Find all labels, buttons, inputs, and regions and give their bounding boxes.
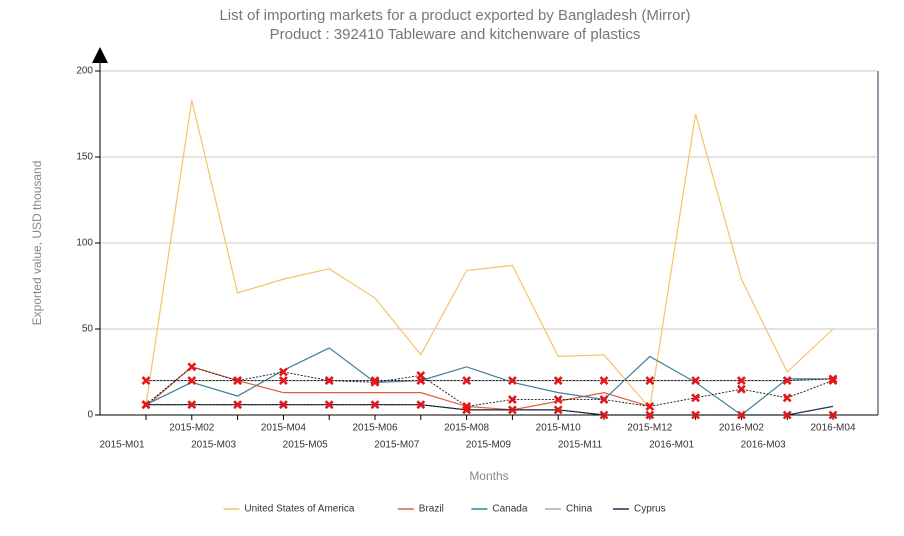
x-marker (782, 393, 792, 403)
x-marker (736, 376, 746, 386)
x-marker (507, 376, 517, 386)
x-marker (828, 410, 838, 420)
dashed-line (146, 378, 834, 382)
dashed-line (146, 404, 833, 416)
x-tick-label: 2016-M03 (741, 440, 786, 451)
x-tick-label: 2015-M04 (261, 423, 306, 434)
x-marker (599, 410, 609, 420)
legend-label: Cyprus (634, 504, 666, 515)
legend-label: China (566, 504, 593, 515)
x-marker (187, 376, 197, 386)
dashed-line (145, 366, 834, 407)
x-marker (645, 401, 655, 411)
x-marker (553, 405, 563, 415)
x-marker (141, 376, 151, 386)
x-marker (141, 400, 151, 410)
y-tick-label: 200 (76, 66, 93, 77)
legend-label: Brazil (419, 504, 444, 515)
x-tick-label: 2015-M06 (352, 423, 397, 434)
x-marker (782, 410, 792, 420)
x-marker (462, 376, 472, 386)
series-line (145, 366, 650, 411)
x-tick-label: 2015-M12 (627, 423, 672, 434)
x-tick-label: 2016-M04 (810, 423, 855, 434)
chart-subtitle: Product : 392410 Tableware and kitchenwa… (270, 26, 641, 43)
x-tick-label: 2015-M07 (374, 440, 419, 451)
x-marker (507, 395, 517, 404)
series-line (145, 100, 834, 410)
x-tick-label: 2015-M08 (444, 423, 489, 434)
legend-label: Canada (492, 504, 527, 515)
x-tick-label: 2015-M09 (466, 440, 511, 451)
x-marker (233, 376, 243, 386)
x-tick-label: 2015-M10 (536, 423, 581, 434)
series-line (145, 347, 833, 416)
legend-label: United States of America (244, 504, 354, 515)
x-marker (691, 376, 701, 386)
x-marker (553, 376, 563, 386)
x-marker (278, 376, 288, 386)
x-marker (507, 405, 517, 415)
x-marker (416, 400, 426, 410)
x-marker (691, 410, 701, 420)
x-marker (782, 376, 792, 386)
x-marker (645, 410, 655, 420)
x-axis-label: Months (469, 469, 508, 483)
x-marker (233, 400, 243, 410)
x-tick-label: 2015-M11 (558, 440, 603, 451)
x-marker (736, 384, 746, 394)
x-marker (278, 367, 288, 377)
y-tick-label: 150 (76, 152, 93, 163)
x-marker (691, 393, 701, 403)
x-marker (187, 400, 197, 410)
y-tick-label: 0 (87, 410, 93, 421)
x-marker (370, 377, 380, 387)
x-tick-label: 2015-M05 (283, 440, 328, 451)
chart-title: List of importing markets for a product … (219, 7, 690, 24)
x-marker (645, 376, 655, 386)
x-marker (370, 400, 380, 410)
x-tick-label: 2016-M02 (719, 423, 764, 434)
y-tick-label: 100 (76, 238, 93, 249)
x-marker (736, 410, 746, 420)
x-marker (187, 362, 197, 372)
x-tick-label: 2015-M01 (99, 440, 144, 451)
x-marker (828, 376, 838, 386)
x-marker (324, 400, 334, 410)
x-marker (278, 400, 288, 410)
axis-arrow (92, 47, 108, 63)
x-marker (462, 405, 472, 415)
x-marker (416, 371, 426, 380)
y-tick-label: 50 (82, 324, 94, 335)
x-marker (553, 395, 563, 404)
x-tick-label: 2016-M01 (649, 440, 694, 451)
x-tick-label: 2015-M02 (169, 423, 214, 434)
y-axis-label: Exported value, USD thousand (30, 161, 44, 326)
x-tick-label: 2015-M03 (191, 440, 236, 451)
x-marker (324, 376, 334, 386)
x-marker (599, 376, 609, 386)
x-marker (599, 395, 609, 404)
